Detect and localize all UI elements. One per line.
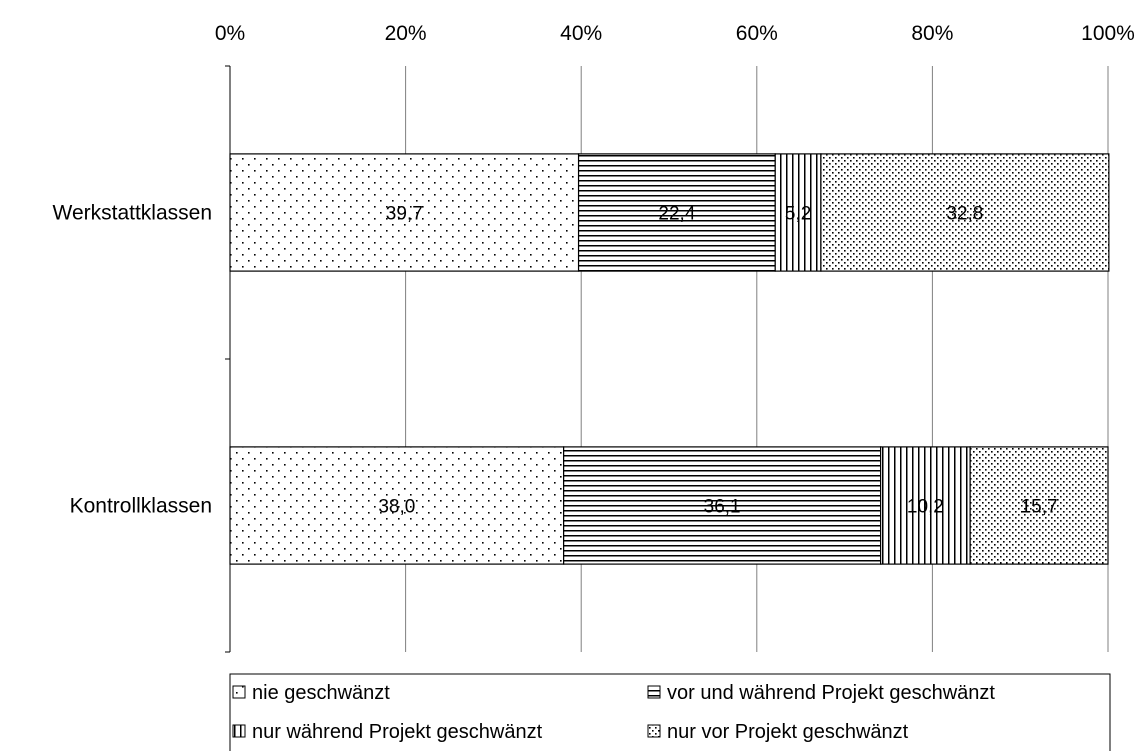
bar-segment xyxy=(879,446,971,565)
data-label: 10,2 xyxy=(907,497,944,518)
x-tick-label: 40% xyxy=(560,22,602,45)
axis xyxy=(225,65,231,653)
data-label: 22,4 xyxy=(658,204,695,225)
data-label: 38,0 xyxy=(378,497,415,518)
bar-segment xyxy=(969,446,1109,565)
legend: nie geschwänzt vor und während Projekt ge… xyxy=(229,673,1111,751)
category-label: Werkstattklassen xyxy=(53,202,213,225)
x-tick-label: 80% xyxy=(911,22,953,45)
bar-segment xyxy=(577,153,776,272)
legend-label: nur vor Projekt geschwänzt xyxy=(667,721,909,743)
x-tick-label: 60% xyxy=(736,22,778,45)
data-label: 15,7 xyxy=(1021,497,1058,518)
bar-segment xyxy=(820,153,1110,272)
legend-swatch xyxy=(232,685,246,699)
bar-segment xyxy=(563,446,882,565)
x-tick-label: 0% xyxy=(215,22,245,45)
value-labels: 39,7 22,4 5,2 32,8 38,0 36,1 10,2 15,7 xyxy=(378,204,1057,518)
legend-box xyxy=(229,673,1111,751)
bars xyxy=(229,153,1110,565)
legend-label: nur während Projekt geschwänzt xyxy=(252,721,543,743)
legend-swatch xyxy=(232,724,246,738)
legend-label: nie geschwänzt xyxy=(252,682,390,704)
data-label: 39,7 xyxy=(386,204,423,225)
x-tick-labels: 0% 20% 40% 60% 80% 100% xyxy=(215,22,1135,45)
category-label: Kontrollklassen xyxy=(70,495,212,518)
data-label: 5,2 xyxy=(785,204,811,225)
legend-label: vor und während Projekt geschwänzt xyxy=(667,682,995,704)
bar-segment xyxy=(229,446,565,565)
legend-swatch xyxy=(647,685,661,699)
category-labels: Werkstattklassen Kontrollklassen xyxy=(53,202,213,518)
x-tick-label: 20% xyxy=(385,22,427,45)
x-tick-label: 100% xyxy=(1081,22,1135,45)
data-label: 36,1 xyxy=(704,497,741,518)
data-label: 32,8 xyxy=(946,204,983,225)
legend-swatch xyxy=(647,724,661,738)
bar-segment xyxy=(774,153,822,272)
